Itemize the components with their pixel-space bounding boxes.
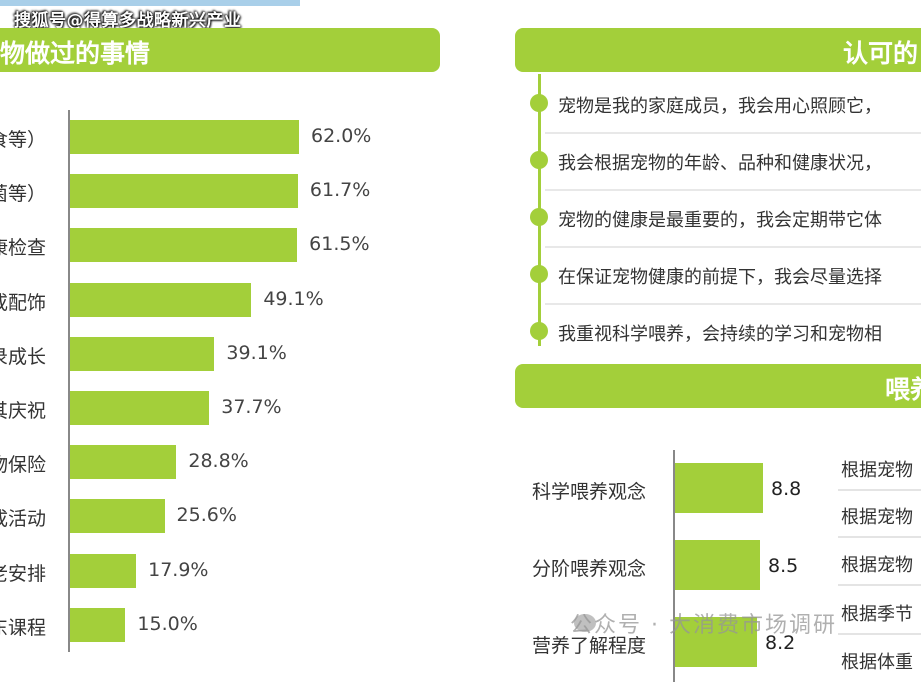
bar-value-label: 28.8% xyxy=(188,450,249,473)
bar-value-label: 17.9% xyxy=(148,558,209,581)
watermark-bottom: 公众号 · 大消费市场调研 xyxy=(570,613,837,638)
left-banner-title: 物做过的事情 xyxy=(0,39,151,68)
right-banner-1: 认可的 xyxy=(515,28,921,72)
right-column-separator xyxy=(838,584,921,586)
right-column-item: 根据宠物 xyxy=(841,555,913,576)
bar xyxy=(70,120,299,154)
bar-category-label: 康检查 xyxy=(0,237,46,260)
bar-value-label: 8.8 xyxy=(771,478,802,500)
bar-value-label: 8.5 xyxy=(768,555,799,577)
bar-category-label: 东课程 xyxy=(0,616,46,639)
bar xyxy=(70,336,215,371)
right-column-separator xyxy=(838,489,921,491)
bar-category-label: 物保险 xyxy=(0,454,46,477)
right-column-separator xyxy=(838,633,921,635)
bar-value-label: 62.0% xyxy=(311,125,372,147)
bar-category-label: 食等） xyxy=(0,129,46,151)
bar-category-label: 录成长 xyxy=(0,345,46,368)
bar-value-label: 8.2 xyxy=(765,632,796,654)
right-column-item: 根据体重 xyxy=(841,652,913,673)
right-banner-2-title: 喂养 xyxy=(885,375,921,404)
bar xyxy=(675,617,757,667)
bar-value-label: 37.7% xyxy=(221,396,282,418)
bar xyxy=(70,445,177,480)
bar-category-label: 老安排 xyxy=(0,562,46,585)
timeline-item-text: 我会根据宠物的年龄、品种和健康状况， xyxy=(558,153,882,174)
timeline-item-text: 我重视科学喂养，会持续的学习和宠物相 xyxy=(558,324,882,345)
timeline-separator xyxy=(545,246,921,248)
bar-category-label: 分阶喂养观念 xyxy=(532,558,647,580)
timeline-separator xyxy=(545,189,921,191)
right-banner-2: 喂养 xyxy=(515,364,921,408)
timeline-separator xyxy=(545,303,921,305)
wechat-icon xyxy=(574,614,596,632)
timeline-separator xyxy=(545,132,921,134)
bar xyxy=(70,391,210,425)
right-column-separator xyxy=(838,536,921,538)
bar-value-label: 39.1% xyxy=(226,341,287,364)
bar-category-label: 营养了解程度 xyxy=(532,635,647,657)
bar-category-label: 成活动 xyxy=(0,508,46,531)
watermark-top: 搜狐号@得算多战略新兴产业 xyxy=(14,11,242,31)
timeline-dot xyxy=(530,265,548,283)
timeline-item-text: 宠物的健康是最重要的，我会定期带它体 xyxy=(558,210,882,231)
bar xyxy=(70,228,298,263)
right-column-item: 根据季节 xyxy=(841,604,913,625)
left-banner: 物做过的事情 xyxy=(0,28,440,72)
bar xyxy=(675,540,760,590)
bar-value-label: 15.0% xyxy=(137,612,198,635)
bar xyxy=(675,463,763,513)
bar-category-label: 或配饰 xyxy=(0,291,46,314)
timeline-dot xyxy=(530,208,548,226)
top-strip xyxy=(0,0,300,6)
bar-category-label: 科学喂养观念 xyxy=(532,481,647,503)
right-banner-1-title: 认可的 xyxy=(843,39,919,68)
bar xyxy=(70,499,165,534)
bar-value-label: 61.5% xyxy=(309,233,370,256)
bar-category-label: 菌等） xyxy=(0,183,46,206)
right-column-item: 根据宠物 xyxy=(841,460,913,481)
bar-value-label: 49.1% xyxy=(263,287,324,310)
left-chart-axis xyxy=(68,110,70,652)
bar xyxy=(70,607,126,642)
timeline-dot xyxy=(530,94,548,112)
timeline-dot xyxy=(530,322,548,340)
bar xyxy=(70,174,298,209)
right-chart-axis xyxy=(673,450,675,682)
timeline-item-text: 在保证宠物健康的前提下，我会尽量选择 xyxy=(558,267,882,288)
bar xyxy=(70,282,252,317)
right-column-item: 根据宠物 xyxy=(841,507,913,528)
bar-value-label: 61.7% xyxy=(309,179,371,202)
timeline-dot xyxy=(530,151,548,169)
timeline-item-text: 宠物是我的家庭成员，我会用心照顾它， xyxy=(558,96,882,117)
bar xyxy=(70,553,137,588)
bar-category-label: 其庆祝 xyxy=(0,400,46,422)
bar-value-label: 25.6% xyxy=(176,504,237,527)
